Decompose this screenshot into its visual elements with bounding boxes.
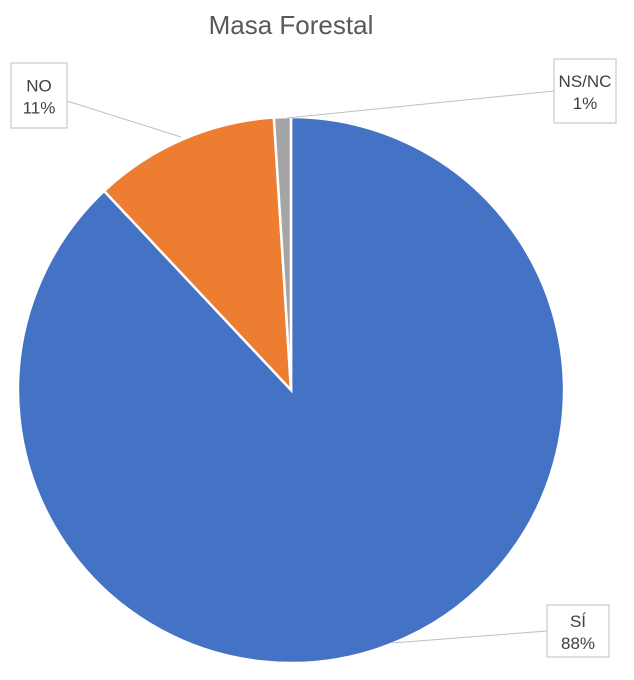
label-category: NS/NC: [559, 72, 612, 91]
pie-slice-ns-nc: [272, 115, 293, 391]
label-value: 88%: [561, 634, 595, 653]
label-value: 1%: [573, 94, 598, 113]
label-box: [10, 62, 68, 129]
label-box: [546, 604, 610, 658]
pie-slice-no: [102, 116, 293, 394]
leader-line: [66, 100, 182, 138]
data-label-s-: SÍ 88%: [391, 604, 610, 658]
pie-slices: [16, 115, 566, 665]
leader-line: [391, 630, 548, 644]
data-label-ns-nc: NS/NC 1%: [286, 58, 617, 124]
chart-title: Masa Forestal: [209, 10, 374, 40]
leader-line: [286, 90, 555, 119]
label-category: NO: [26, 77, 52, 96]
label-box: [553, 58, 617, 124]
label-value: 11%: [23, 99, 56, 118]
data-labels: SÍ 88% NO 11% NS/NC 1%: [10, 58, 617, 658]
label-category: SÍ: [570, 612, 586, 631]
data-label-no: NO 11%: [10, 62, 182, 138]
